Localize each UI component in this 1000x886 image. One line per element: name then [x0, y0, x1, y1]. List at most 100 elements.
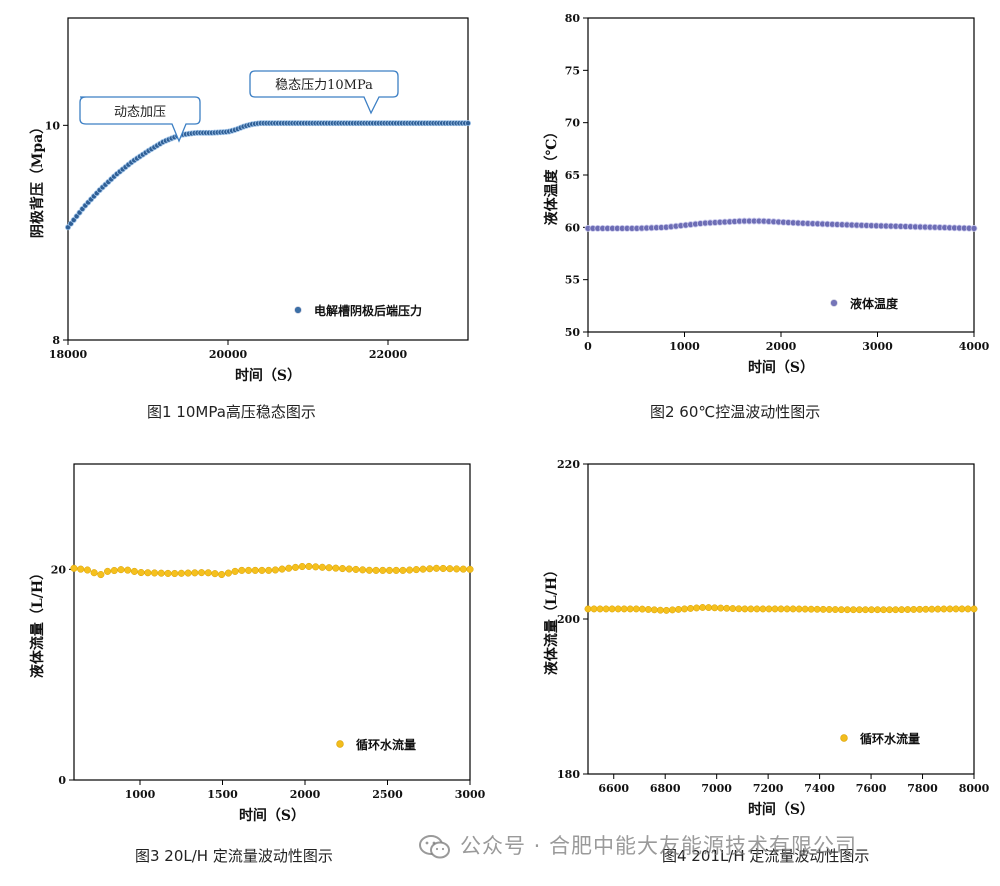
chart-2: 0 1000 2000 3000 4000 50 55 60 65 70 75 80 时间（S） 液体温度… [543, 12, 990, 376]
series-points [65, 120, 471, 231]
data-point [644, 606, 652, 613]
data-point [365, 566, 373, 574]
chart-4: 6600 6800 7000 7200 7400 7600 7800 8000 180 200 22… [543, 458, 990, 818]
x-tick-label: 8000 [959, 782, 990, 795]
data-point [453, 565, 461, 573]
y-axis-label: 液体流量（L/H） [29, 566, 46, 678]
data-point [97, 571, 105, 579]
data-point [130, 567, 138, 575]
data-point [211, 570, 219, 578]
data-point [124, 566, 132, 574]
data-point [104, 567, 112, 575]
x-tick-label: 6600 [598, 782, 629, 795]
data-point [359, 566, 367, 574]
data-point [934, 605, 942, 613]
data-point [843, 606, 851, 614]
data-point [855, 606, 863, 614]
chart-1: 18000 20000 22000 8 10 时间（S） 阴极背压（Mpa） 电解槽阴极后端压… [29, 17, 471, 384]
data-point [345, 565, 353, 573]
data-point [278, 565, 286, 573]
data-point [747, 605, 755, 613]
data-point [699, 604, 707, 611]
data-point [711, 604, 719, 612]
data-point [928, 605, 936, 613]
data-point [614, 605, 622, 613]
wechat-icon [419, 835, 450, 859]
data-point [224, 569, 232, 577]
data-point [372, 566, 380, 574]
data-point [970, 605, 978, 613]
x-tick-label: 7800 [907, 782, 938, 795]
data-point [291, 563, 300, 571]
data-point [705, 604, 713, 612]
x-tick-label: 7400 [804, 782, 835, 795]
data-point [244, 566, 253, 574]
data-point [717, 604, 725, 612]
data-point [157, 569, 165, 577]
x-axis-label: 时间（S） [748, 359, 814, 376]
data-point [412, 566, 420, 574]
x-tick-label: 2000 [290, 788, 321, 801]
data-point [849, 606, 857, 614]
data-point [251, 566, 259, 574]
y-tick-label: 180 [557, 768, 580, 781]
data-point [970, 224, 978, 232]
plot-frame [587, 17, 975, 333]
series-points [584, 217, 978, 232]
data-point [218, 570, 226, 579]
y-axis-label: 液体流量（L/H） [543, 563, 560, 675]
legend-label: 循环水流量 [356, 737, 416, 752]
y-tick-label: 20 [51, 563, 67, 576]
data-point [265, 566, 273, 574]
data-point [446, 565, 454, 573]
y-tick-label: 200 [557, 613, 580, 626]
data-point [789, 605, 797, 613]
data-point [419, 565, 427, 573]
data-point [825, 606, 833, 613]
data-point [898, 606, 906, 614]
x-tick-label: 1000 [669, 340, 700, 353]
data-point [298, 562, 306, 571]
y-tick-label: 0 [58, 774, 66, 787]
caption-fig4: 图4 201L/H 定流量波动性图示 [662, 847, 870, 865]
data-point [177, 569, 185, 577]
data-point [837, 606, 845, 614]
data-point [184, 569, 192, 577]
legend-marker [336, 740, 344, 748]
data-point [332, 564, 340, 572]
data-point [325, 564, 333, 572]
data-point [783, 605, 791, 613]
x-tick-label: 22000 [369, 348, 408, 361]
x-tick-label: 1500 [207, 788, 238, 801]
annotations: 动态加压 稳态压力10MPa [79, 70, 399, 143]
data-point [904, 606, 912, 613]
caption-fig2: 图2 60℃控温波动性图示 [650, 403, 821, 421]
data-point [150, 569, 159, 577]
x-tick-label: 7200 [753, 782, 784, 795]
data-point [439, 564, 447, 573]
data-point [584, 605, 592, 613]
legend-marker [294, 306, 302, 314]
legend: 循环水流量 [840, 731, 920, 746]
y-tick-label: 65 [565, 169, 580, 182]
data-point [632, 605, 640, 613]
data-point [338, 565, 347, 573]
y-tick-label: 8 [52, 334, 60, 347]
data-point [795, 605, 803, 613]
data-point [819, 605, 827, 613]
plot-frame [73, 463, 471, 781]
data-point [426, 565, 434, 573]
data-point [318, 563, 326, 571]
data-point [459, 565, 467, 573]
data-point [602, 605, 610, 613]
data-point [753, 605, 761, 613]
x-axis-label: 时间（S） [235, 367, 301, 384]
data-point [693, 604, 701, 612]
data-point [83, 566, 91, 574]
data-point [464, 120, 471, 127]
data-point [312, 563, 320, 571]
data-point [379, 566, 387, 574]
data-point [110, 566, 118, 575]
data-point [137, 568, 145, 577]
